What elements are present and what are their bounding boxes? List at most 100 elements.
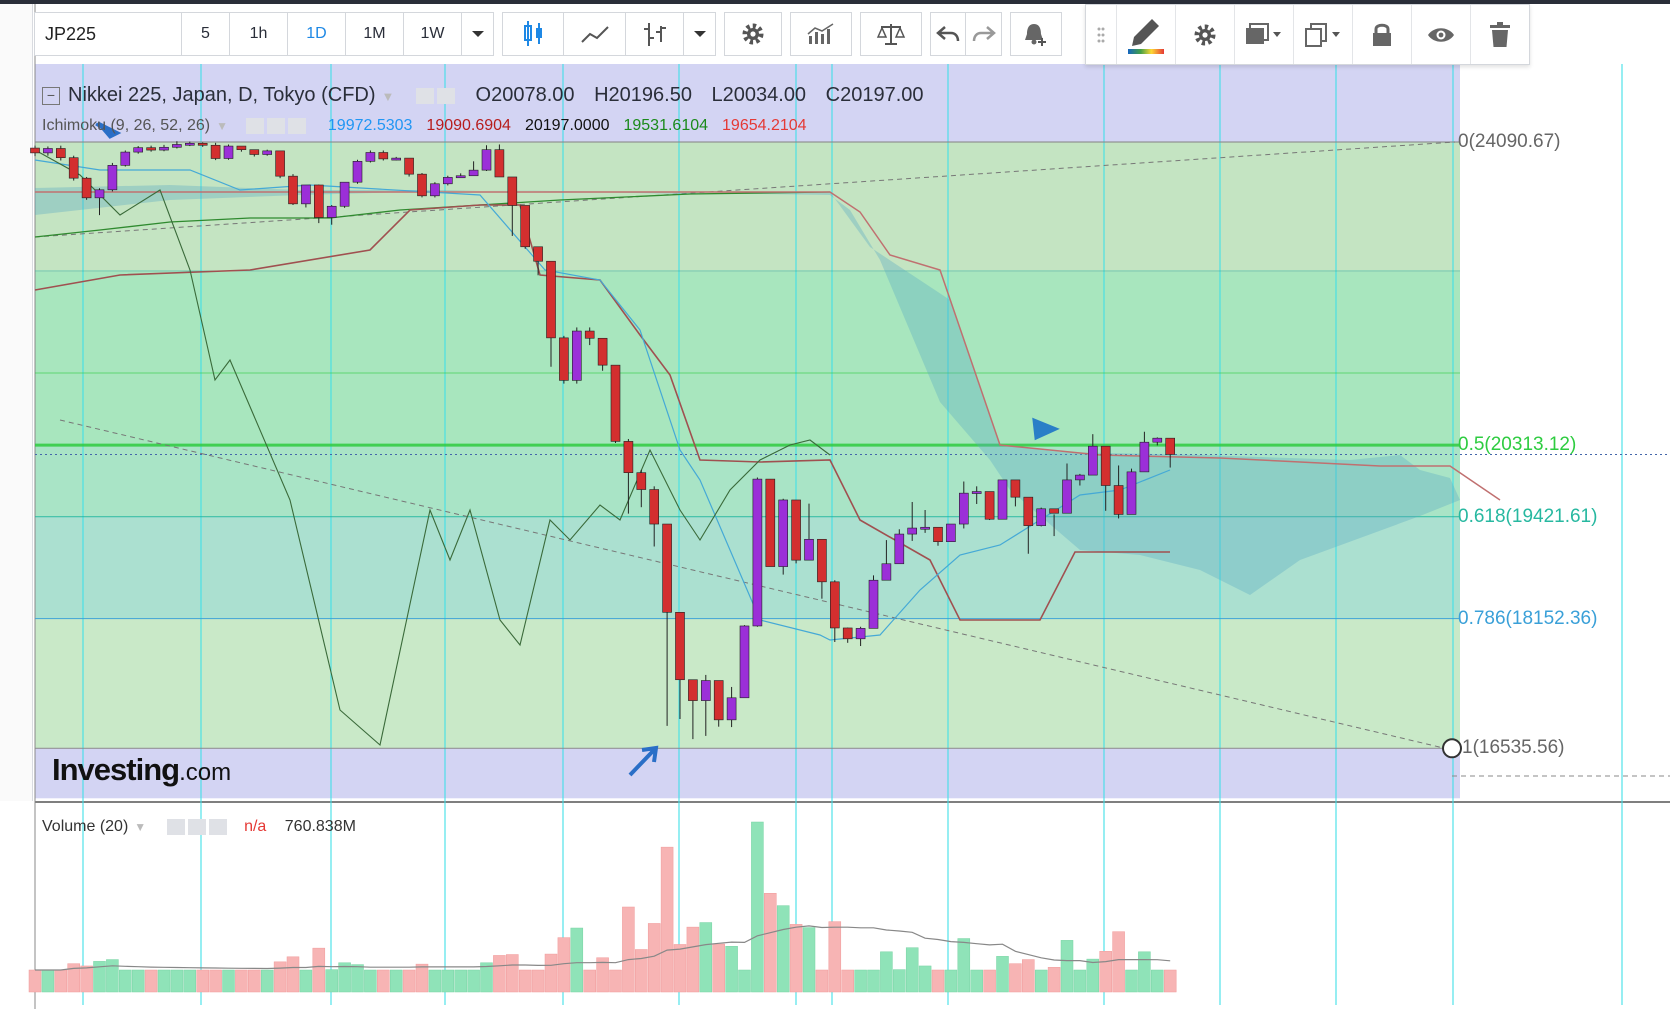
symbol-search-input[interactable]: JP225 [34,12,182,56]
annotation-arrow [1032,417,1060,441]
volume-name[interactable]: Volume (20) [42,818,129,835]
chart-settings-button[interactable] [724,12,782,56]
candle [1049,508,1059,537]
candle [597,337,608,371]
chevron-down-icon[interactable]: ▼ [381,89,395,104]
candle-body [1100,445,1111,486]
legend-visibility-icons[interactable] [415,84,458,106]
candle-body [1023,496,1034,526]
volume-bar [1138,951,1151,993]
candle-body [442,177,453,185]
toolbar-drag-handle[interactable] [1086,5,1116,64]
candle [778,498,789,575]
volume-bar [67,963,80,993]
candle-body [946,523,956,542]
volume-bar [157,969,171,993]
interval-1d-button[interactable]: 1D [288,12,346,56]
candle [610,364,621,443]
candle [365,150,376,163]
hide-drawing-button[interactable] [1411,5,1470,64]
interval-5-button[interactable]: 5 [182,12,230,56]
app-top-strip [0,0,1670,4]
drawing-settings-button[interactable] [1175,5,1234,64]
chevron-down-icon[interactable]: ▼ [216,119,228,133]
candle-body [339,181,350,207]
candle-body [30,147,40,154]
candle [1023,496,1034,554]
candle [1100,445,1111,511]
candle-body [1062,479,1072,514]
candle [262,149,273,156]
volume-bar [1151,969,1164,993]
fib-level-label: 1(16535.56) [1462,737,1565,759]
candle [81,176,92,200]
collapse-legend-button[interactable]: − [42,86,60,105]
interval-dropdown-button[interactable] [462,12,494,56]
volume-bar [764,893,777,993]
candle-body [842,627,853,640]
candle-body [546,260,556,339]
redo-icon [972,26,996,42]
add-alert-button[interactable] [1010,12,1062,56]
line-style-button[interactable] [564,12,626,56]
bars-style-button[interactable] [626,12,684,56]
volume-bar [1060,940,1074,993]
volume-bar [1009,963,1022,993]
redo-button[interactable] [966,12,1002,56]
volume-bar [647,923,661,993]
lock-drawing-button[interactable] [1352,5,1411,64]
candle [301,184,311,208]
candle [120,150,131,167]
ichimoku-name[interactable]: Ichimoku (9, 26, 52, 26) [42,117,211,134]
visual-order-button[interactable] [1234,5,1293,64]
remove-drawing-button[interactable] [1470,5,1529,64]
volume-bar [351,964,364,993]
ichimoku-toggle-icons[interactable] [246,117,309,134]
fib-level-label: 0.786(18152.36) [1458,607,1598,629]
interval-1m-button[interactable]: 1M [346,12,404,56]
candle [1075,473,1085,486]
interval-1w-button[interactable]: 1W [404,12,462,56]
volume-bar [299,969,313,993]
interval-1h-button[interactable]: 1h [230,12,288,56]
candle-body [726,697,737,721]
volume-bar [325,969,338,993]
chevron-down-icon [693,31,706,37]
candle-body [597,337,608,366]
volume-bar [1125,969,1138,993]
clone-drawing-button[interactable] [1293,5,1352,64]
undo-button[interactable] [930,12,966,56]
candle [636,469,647,508]
volume-bar [1099,951,1112,993]
fib-level-label: 0.618(19421.61) [1458,505,1598,527]
chevron-down-icon[interactable]: ▼ [134,820,147,834]
candle [1036,507,1046,527]
candles-style-button[interactable] [502,12,564,56]
candle-body [507,176,518,206]
volume-bar [699,922,713,993]
candle-body [1113,485,1124,515]
volume-bar [377,969,390,993]
volume-bar [635,949,648,993]
candle [107,162,118,192]
volume-bar [170,969,184,993]
volume-toggle-icons[interactable] [166,818,230,835]
style-dropdown-button[interactable] [684,12,716,56]
volume-bar [260,969,274,993]
fib-level-label: 0(24090.67) [1458,131,1561,152]
volume-bar [712,943,725,993]
volume-bar [673,944,687,993]
candle [172,141,182,149]
drawing-color-button[interactable] [1116,5,1175,64]
candle [1088,434,1098,476]
compare-button[interactable] [860,12,922,56]
candle-body [1165,437,1175,455]
indicators-button[interactable] [790,12,852,56]
volume-bar [880,951,893,993]
candle [1152,437,1163,446]
line-chart-icon [580,26,609,43]
candle [971,486,982,504]
candle [817,538,827,599]
candle-body [365,152,376,162]
